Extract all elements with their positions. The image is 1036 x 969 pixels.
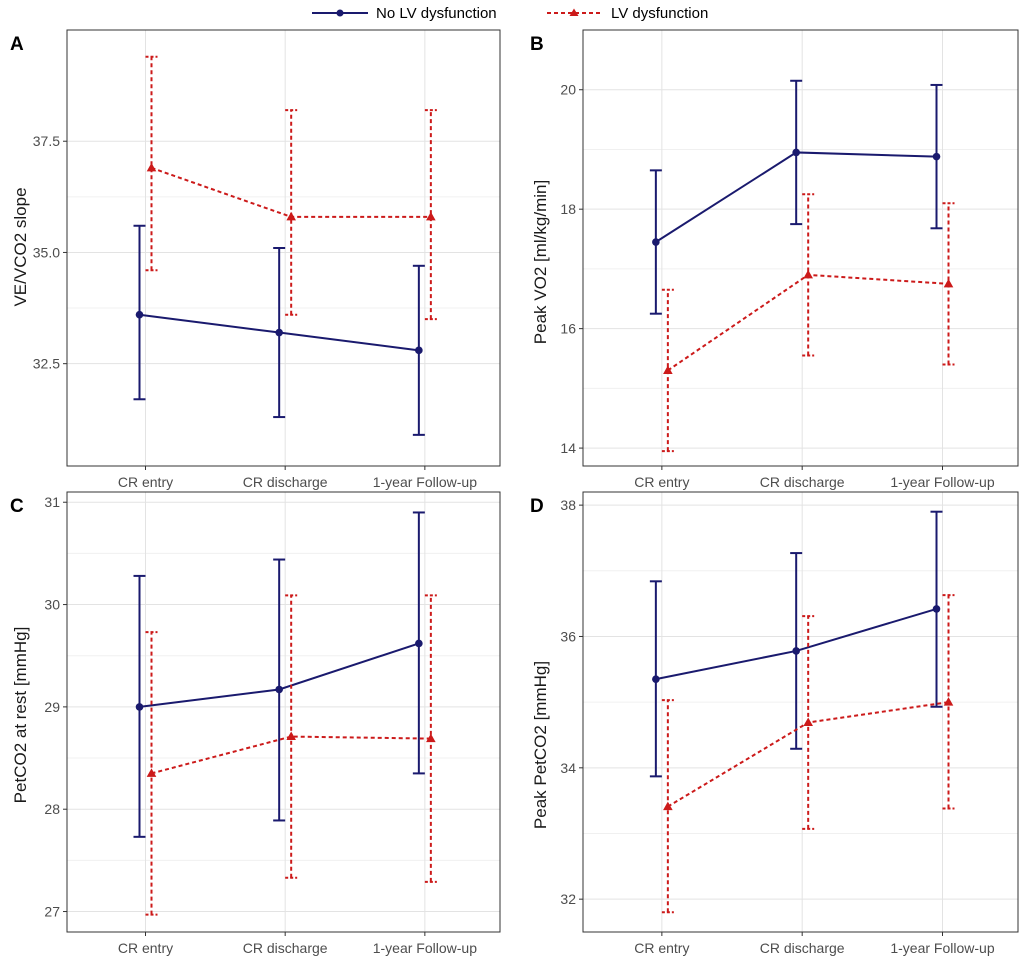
plot-frame-b xyxy=(582,29,1019,467)
data-point-no-lv xyxy=(135,703,144,711)
y-tick-label: 34 xyxy=(560,760,576,776)
data-point-no-lv xyxy=(275,328,283,337)
panel-letter-b: B xyxy=(530,34,544,55)
x-tick-label: 1-year Follow-up xyxy=(890,474,994,490)
data-point-no-lv xyxy=(932,605,941,613)
legend-marker-no-lv xyxy=(336,9,344,17)
panel-letter-c: C xyxy=(10,496,24,517)
y-tick-label: 37.5 xyxy=(33,133,60,149)
data-point-no-lv xyxy=(415,639,423,648)
panel-b: B Peak VO2 [ml/kg/min] 14 16 18 20 CR entry… xyxy=(530,29,1019,490)
x-tick-label: 1-year Follow-up xyxy=(373,940,477,956)
y-tick-label: 16 xyxy=(560,321,576,337)
y-tick-label: 32 xyxy=(560,891,576,907)
x-ticks-c: CR entry CR discharge 1-year Follow-up xyxy=(118,932,477,956)
y-ticks-a: 32.5 35.0 37.5 xyxy=(33,133,67,372)
data-point-no-lv xyxy=(932,152,941,161)
x-tick-label: CR entry xyxy=(634,940,689,956)
data-point-lv xyxy=(663,365,673,374)
x-ticks-b: CR entry CR discharge 1-year Follow-up xyxy=(634,466,995,490)
grid-c xyxy=(67,492,500,932)
data-point-no-lv xyxy=(135,310,144,319)
y-tick-label: 30 xyxy=(44,597,60,613)
x-tick-label: CR discharge xyxy=(760,474,845,490)
x-tick-label: CR discharge xyxy=(243,474,328,490)
y-axis-label-a: VE/VCO2 slope xyxy=(11,187,30,306)
data-point-no-lv xyxy=(275,685,283,694)
y-axis-label-c: PetCO2 at rest [mmHg] xyxy=(11,627,30,804)
y-tick-label: 38 xyxy=(560,497,576,513)
series-a xyxy=(133,55,437,436)
y-axis-label-b: Peak VO2 [ml/kg/min] xyxy=(531,180,550,344)
data-point-no-lv xyxy=(652,675,660,683)
data-point-lv xyxy=(426,211,436,221)
x-tick-label: CR discharge xyxy=(760,940,845,956)
data-point-no-lv xyxy=(652,238,660,246)
x-ticks-a: CR entry CR discharge 1-year Follow-up xyxy=(118,466,477,490)
panel-letter-a: A xyxy=(10,34,24,55)
panel-a: A VE/VCO2 slope 32.535.037.5 CR entry CR … xyxy=(10,29,501,490)
panel-c: C PetCO2 at rest [mmHg] 27 28 29 30 31 CR en… xyxy=(10,491,501,956)
data-point-no-lv xyxy=(792,647,800,655)
y-ticks-b: 14 16 18 20 xyxy=(560,82,583,456)
x-tick-label: 1-year Follow-up xyxy=(373,474,477,490)
plot-frame-c xyxy=(66,491,501,933)
data-point-lv xyxy=(943,278,954,288)
y-tick-label: 27 xyxy=(44,904,60,920)
data-point-lv xyxy=(663,801,673,811)
y-tick-label: 18 xyxy=(560,201,576,217)
x-ticks-d: CR entry CR discharge 1-year Follow-up xyxy=(634,932,995,956)
series-d xyxy=(649,510,955,914)
data-point-lv xyxy=(146,162,157,172)
y-tick-label: 14 xyxy=(560,440,576,456)
y-tick-label: 31 xyxy=(44,494,60,510)
x-tick-label: CR entry xyxy=(118,474,173,490)
legend-marker-lv xyxy=(569,8,579,16)
y-ticks-c: 27 28 29 30 31 xyxy=(44,494,67,920)
legend-label-lv: LV dysfunction xyxy=(611,5,708,22)
y-tick-label: 36 xyxy=(560,628,576,644)
y-tick-label: 20 xyxy=(560,82,576,98)
data-point-lv xyxy=(803,269,813,279)
data-point-lv xyxy=(286,731,296,741)
data-point-lv xyxy=(803,717,813,727)
grid-a xyxy=(67,30,500,466)
legend-label-no-lv: No LV dysfunction xyxy=(376,5,497,22)
y-tick-label: 28 xyxy=(44,801,60,817)
panel-letter-d: D xyxy=(530,496,544,517)
x-tick-label: CR entry xyxy=(118,940,173,956)
x-tick-label: CR discharge xyxy=(243,940,328,956)
plot-frame-a xyxy=(66,29,501,467)
series-b xyxy=(649,79,955,453)
legend: No LV dysfunction LV dysfunction xyxy=(312,5,708,22)
x-tick-label: CR entry xyxy=(634,474,689,490)
data-point-lv xyxy=(943,697,954,706)
data-point-no-lv xyxy=(792,148,800,157)
data-point-lv xyxy=(426,733,436,743)
data-point-lv xyxy=(286,211,296,221)
y-axis-label-d: Peak PetCO2 [mmHg] xyxy=(531,661,550,829)
x-tick-label: 1-year Follow-up xyxy=(890,940,994,956)
plot-frame-d xyxy=(582,491,1019,933)
y-tick-label: 35.0 xyxy=(33,244,60,260)
data-point-lv xyxy=(146,768,157,777)
data-point-no-lv xyxy=(415,346,423,355)
y-tick-label: 32.5 xyxy=(33,356,60,372)
y-tick-label: 29 xyxy=(44,699,60,715)
series-c xyxy=(133,511,437,916)
y-ticks-d: 32 34 36 38 xyxy=(560,497,583,907)
grid-d xyxy=(583,492,1018,932)
grid-b xyxy=(583,30,1018,466)
